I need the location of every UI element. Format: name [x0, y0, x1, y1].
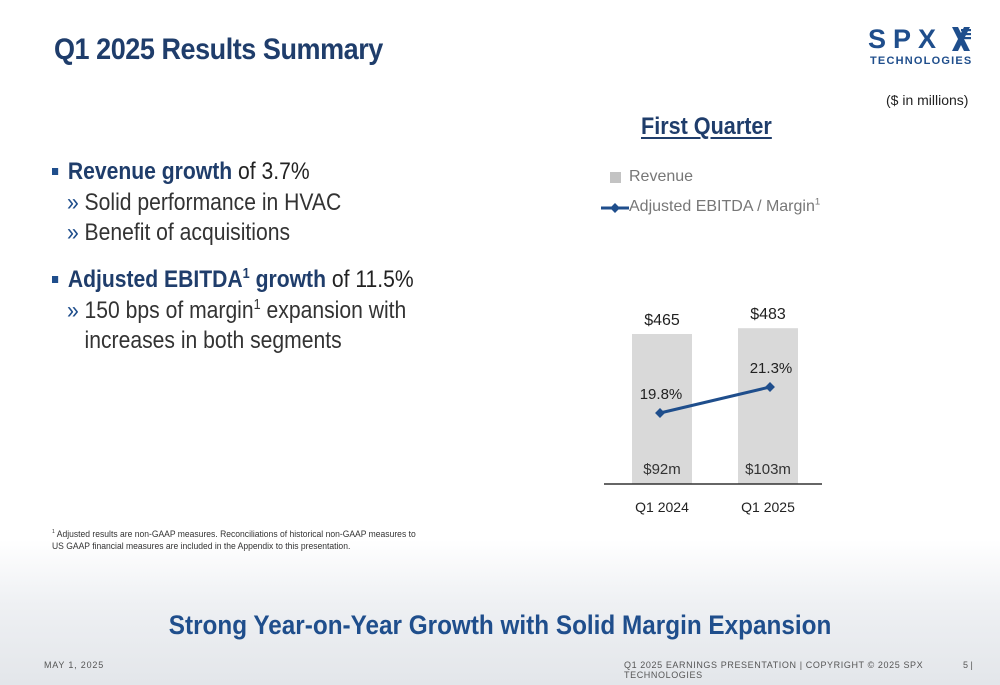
- bullet-ebitda: Adjusted EBITDA1 growth of 11.5%: [52, 264, 466, 296]
- bullet-square-icon: [52, 276, 59, 283]
- margin-line: [659, 385, 771, 415]
- margin-point: [765, 382, 775, 392]
- margin-value-label: 21.3%: [750, 360, 793, 377]
- tagline: Strong Year-on-Year Growth with Solid Ma…: [168, 610, 832, 640]
- legend-label: Revenue: [629, 168, 694, 185]
- units-note: ($ in millions): [886, 92, 969, 108]
- chevron-icon: »: [66, 189, 79, 216]
- sub-bullet-text: increases in both segments: [84, 327, 342, 354]
- revenue-value-label: $465: [644, 312, 680, 329]
- sub-bullet: » Solid performance in HVAC: [52, 188, 466, 218]
- page-title: Q1 2025 Results Summary: [54, 33, 383, 66]
- sub-bullet: » Benefit of acquisitions: [52, 218, 466, 248]
- legend-swatch: [610, 172, 621, 183]
- legend-label: Adjusted EBITDA / Margin1: [629, 196, 821, 215]
- sub-bullet-text: Solid performance in HVAC: [84, 189, 342, 216]
- sub-bullet-text: Benefit of acquisitions: [84, 219, 291, 246]
- revenue-value-label: $483: [750, 306, 786, 323]
- bullet-revenue: Revenue growth of 3.7%: [52, 156, 466, 188]
- x-tick-label: Q1 2024: [635, 499, 689, 515]
- sub-bullet: » 150 bps of margin1 expansion with: [52, 296, 466, 326]
- bullet-bold: Revenue growth: [67, 158, 233, 185]
- sub-bullet-text: 150 bps of margin1 expansion with: [84, 297, 407, 324]
- page-number: 5 |: [963, 660, 973, 670]
- bullet-text: of 11.5%: [325, 266, 414, 293]
- legend-line-icon: [601, 203, 629, 213]
- ebitda-value-label: $103m: [745, 461, 791, 478]
- bullet-bold: Adjusted EBITDA1 growth: [67, 266, 326, 293]
- x-tick-label: Q1 2025: [741, 499, 795, 515]
- sub-bullet-continuation: increases in both segments: [52, 326, 466, 356]
- footer-gradient: [0, 540, 1000, 685]
- ebitda-value-label: $92m: [643, 461, 681, 478]
- chevron-icon: »: [66, 297, 79, 324]
- presentation-date: MAY 1, 2025: [44, 660, 105, 670]
- logo-mark-icon: [952, 27, 971, 51]
- chart-heading: First Quarter: [641, 113, 772, 140]
- footer-copyright: Q1 2025 EARNINGS PRESENTATION | COPYRIGH…: [624, 660, 924, 680]
- margin-point: [655, 408, 665, 418]
- bullet-square-icon: [52, 168, 59, 175]
- bullet-list: Revenue growth of 3.7% » Solid performan…: [52, 156, 522, 356]
- chevron-icon: »: [66, 219, 79, 246]
- bullet-text: of 3.7%: [232, 158, 310, 185]
- logo-subtitle: TECHNOLOGIES: [870, 55, 973, 67]
- revenue-bar: [738, 328, 798, 484]
- logo-word: SPX: [868, 24, 944, 54]
- spx-logo: SPX TECHNOLOGIES: [866, 24, 976, 70]
- footnote: 1 Adjusted results are non-GAAP measures…: [52, 529, 416, 551]
- margin-value-label: 19.8%: [640, 386, 683, 403]
